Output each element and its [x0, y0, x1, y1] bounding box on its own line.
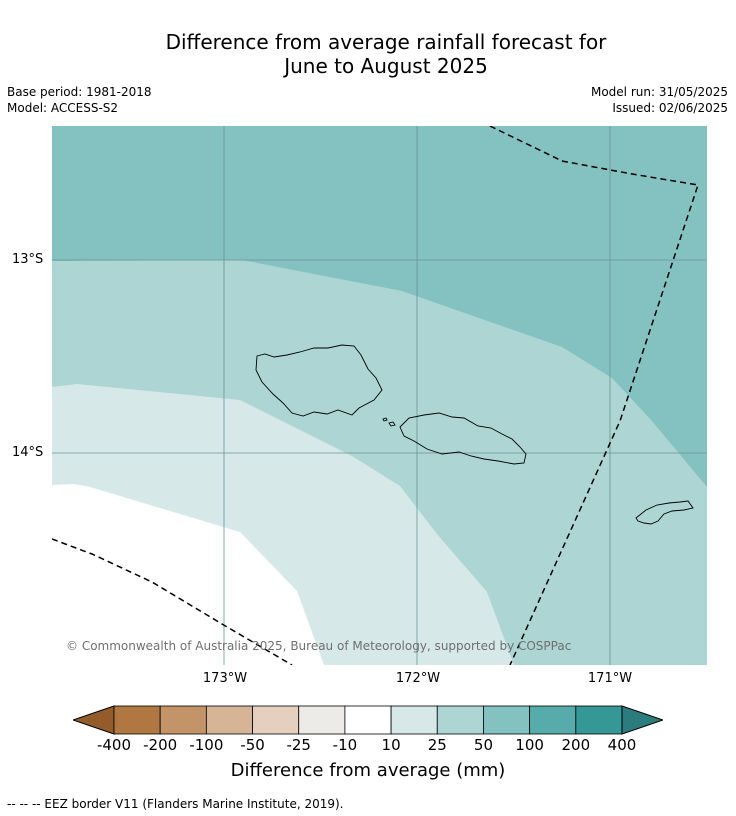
colorbar-tick-label: -400: [96, 736, 132, 754]
colorbar-tick-label: 100: [515, 736, 544, 754]
lat-label-14s: 14°S: [12, 445, 44, 460]
issued-date: Issued: 02/06/2025: [612, 101, 728, 115]
eez-footnote: -- -- -- EEZ border V11 (Flanders Marine…: [7, 797, 344, 811]
colorbar-cell: [390, 705, 438, 735]
colorbar-cell: [298, 705, 346, 735]
graticule: [52, 126, 707, 665]
colorbar-tick-label: 25: [427, 736, 447, 754]
eez-border: [52, 126, 699, 665]
band-10-25: [52, 484, 324, 665]
tutuila-island: [635, 500, 694, 525]
colorbar-cell: [483, 705, 531, 735]
upolu-island: [399, 412, 527, 465]
lon-label-172w: 172°W: [395, 671, 441, 686]
map-title: Difference from average rainfall forecas…: [0, 30, 736, 78]
manono-islet: [382, 417, 388, 422]
colorbar-cell: [205, 705, 253, 735]
colorbar-tick-label: 10: [381, 736, 401, 754]
colorbar-tick-label: -25: [286, 736, 311, 754]
lon-label-171w: 171°W: [587, 671, 633, 686]
lat-label-13s: 13°S: [12, 252, 44, 267]
colorbar-cell: [159, 705, 207, 735]
colorbar-tick-label: 200: [561, 736, 591, 754]
base-period: Base period: 1981-2018: [7, 85, 152, 99]
apolima-islet: [388, 421, 396, 427]
copyright-notice: © Commonwealth of Australia 2025, Bureau…: [66, 639, 572, 653]
colorbar-tick-label: -10: [332, 736, 358, 754]
title-line-1: Difference from average rainfall forecas…: [165, 30, 607, 54]
colorbar-extend-high: [621, 705, 663, 735]
meta-left: Base period: 1981-2018 Model: ACCESS-S2: [7, 84, 152, 116]
model-name: Model: ACCESS-S2: [7, 101, 119, 115]
colorbar-tick-label: 400: [607, 736, 637, 754]
colorbar-tick-label: 50: [473, 736, 493, 754]
colorbar-tick-label: -50: [240, 736, 265, 754]
colorbar-cell: [436, 705, 484, 735]
map-canvas: [52, 126, 707, 665]
colorbar-cell: [252, 705, 300, 735]
eez-border-north: [489, 126, 699, 665]
colorbar-tick-label: -100: [189, 736, 224, 754]
title-line-2: June to August 2025: [284, 54, 488, 78]
lon-label-173w: 173°W: [202, 671, 248, 686]
model-run: Model run: 31/05/2025: [590, 85, 728, 99]
colorbar-title: Difference from average (mm): [230, 760, 506, 781]
rainfall-map: © Commonwealth of Australia 2025, Bureau…: [52, 126, 707, 665]
islands: [255, 344, 694, 525]
savaii-island: [255, 344, 383, 417]
colorbar-cell: [344, 705, 392, 735]
colorbar-cell: [529, 705, 577, 735]
colorbar-cell: [113, 705, 161, 735]
meta-right: Model run: 31/05/2025 Issued: 02/06/2025: [591, 84, 728, 116]
colorbar-tick-label: -200: [143, 736, 178, 754]
colorbar-cell: [575, 705, 623, 735]
colorbar-extend-low: [73, 705, 115, 735]
colorbar: [73, 705, 663, 735]
